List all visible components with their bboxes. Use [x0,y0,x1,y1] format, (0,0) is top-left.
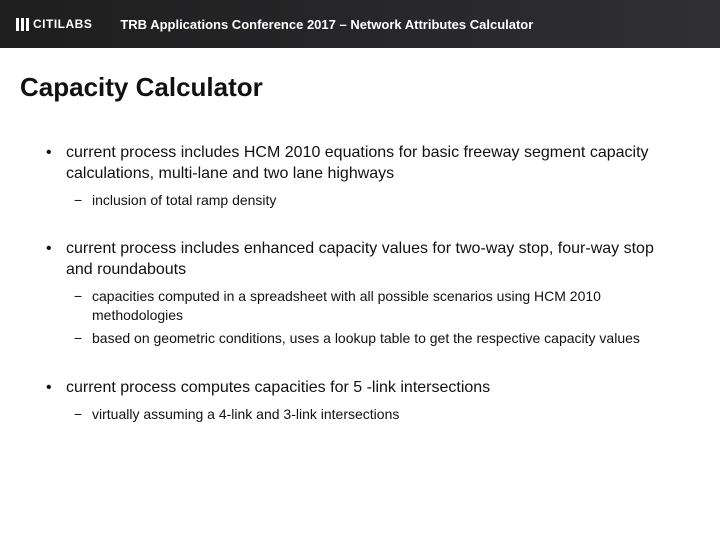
sub-bullet-item: inclusion of total ramp density [92,191,680,210]
brand-logo: CITILABS [16,17,92,31]
logo-bars-icon [16,18,29,31]
logo-text: CITILABS [33,17,92,31]
sub-bullet-list: virtually assuming a 4-link and 3-link i… [66,405,680,424]
bullet-list: current process includes HCM 2010 equati… [20,143,700,423]
bullet-item: current process includes enhanced capaci… [66,239,700,347]
sub-bullet-list: capacities computed in a spreadsheet wit… [66,287,680,348]
sub-bullet-list: inclusion of total ramp density [66,191,680,210]
sub-bullet-item: virtually assuming a 4-link and 3-link i… [92,405,680,424]
slide-header: CITILABS TRB Applications Conference 201… [0,0,720,48]
bullet-text: current process computes capacities for … [66,379,490,396]
bullet-item: current process includes HCM 2010 equati… [66,143,700,209]
bullet-text: current process includes enhanced capaci… [66,240,654,278]
slide-title: Capacity Calculator [20,72,700,103]
sub-bullet-item: based on geometric conditions, uses a lo… [92,329,680,348]
slide-content: Capacity Calculator current process incl… [0,48,720,423]
bullet-text: current process includes HCM 2010 equati… [66,144,649,182]
header-title: TRB Applications Conference 2017 – Netwo… [120,17,533,32]
bullet-item: current process computes capacities for … [66,378,700,424]
sub-bullet-item: capacities computed in a spreadsheet wit… [92,287,680,325]
